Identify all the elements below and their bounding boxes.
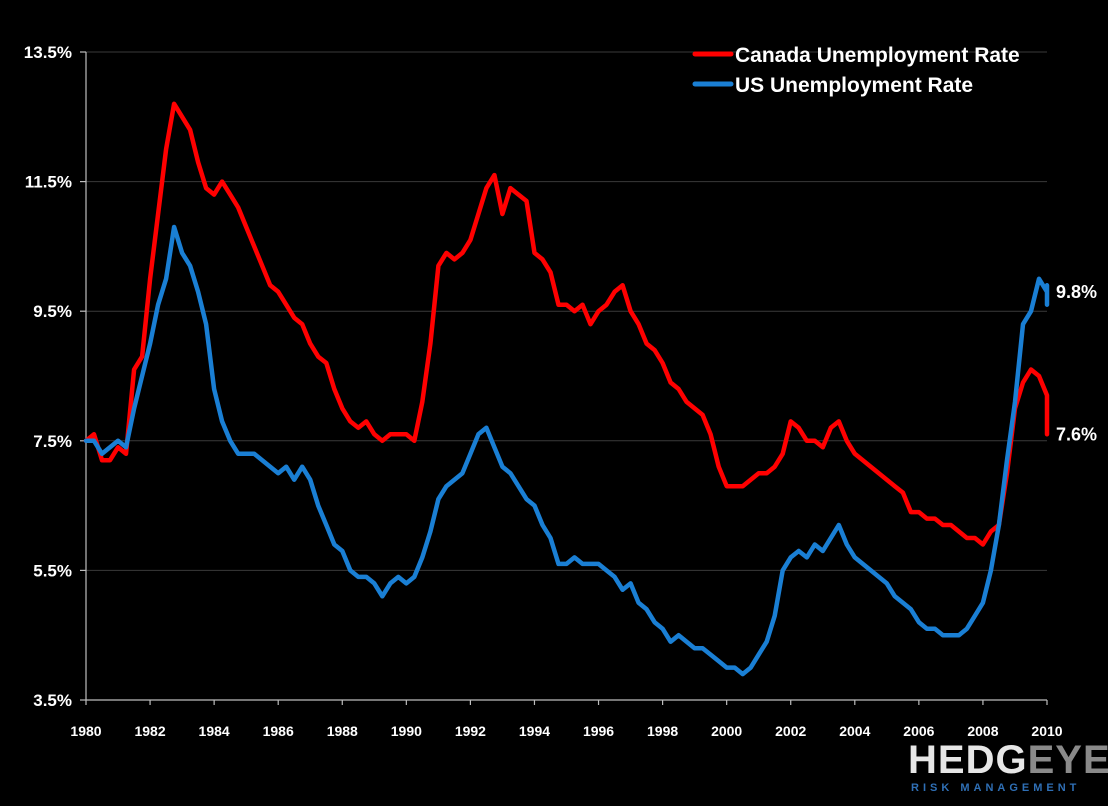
x-tick-label: 1984 (199, 723, 230, 739)
series-lines (83, 101, 1050, 677)
y-tick-label: 7.5% (33, 432, 72, 451)
x-tick-label: 1980 (70, 723, 101, 739)
y-tick-label: 11.5% (25, 173, 72, 192)
x-tick-label: 2006 (903, 723, 934, 739)
x-tick-label: 1992 (455, 723, 486, 739)
x-tick-label: 1996 (583, 723, 614, 739)
x-tick-label: 1982 (134, 723, 165, 739)
logo-wordmark: HEDGEYE (908, 738, 1108, 782)
logo-word-main: HEDG (908, 738, 1028, 782)
x-tick-label: 1988 (327, 723, 358, 739)
y-axis-ticks: 13.5% 11.5% 9.5% 7.5% 5.5% 3.5% (24, 43, 87, 710)
y-tick-label: 5.5% (33, 561, 72, 580)
logo-word-accent: EYE (1027, 738, 1108, 782)
x-tick-label: 2004 (839, 723, 870, 739)
x-tick-label: 1994 (519, 723, 550, 739)
y-tick-label: 9.5% (33, 302, 72, 321)
legend: Canada Unemployment Rate US Unemployment … (692, 44, 1020, 97)
x-tick-label: 1990 (391, 723, 422, 739)
end-label-us: 9.8% (1056, 282, 1097, 302)
hedgeye-logo: HEDGEYE RISK MANAGEMENT (908, 738, 1108, 802)
y-tick-label: 13.5% (24, 43, 72, 62)
x-tick-label: 1986 (263, 723, 294, 739)
series-line-us (83, 224, 1050, 677)
end-label-canada: 7.6% (1056, 424, 1097, 444)
end-labels: 7.6% 9.8% (1056, 282, 1097, 445)
y-tick-label: 3.5% (33, 691, 72, 710)
x-axis-ticks: 1980 1982 1984 1986 1988 1990 1992 1994 1996 1998… (70, 700, 1063, 739)
x-tick-label: 2002 (775, 723, 806, 739)
series-line-canada (83, 101, 1050, 547)
legend-label-canada: Canada Unemployment Rate (735, 44, 1020, 67)
x-tick-label: 2000 (711, 723, 742, 739)
x-tick-label: 1998 (647, 723, 678, 739)
legend-label-us: US Unemployment Rate (735, 74, 973, 97)
x-tick-label: 2008 (967, 723, 998, 739)
x-tick-label: 2010 (1031, 723, 1062, 739)
logo-subtitle: RISK MANAGEMENT (911, 782, 1081, 794)
